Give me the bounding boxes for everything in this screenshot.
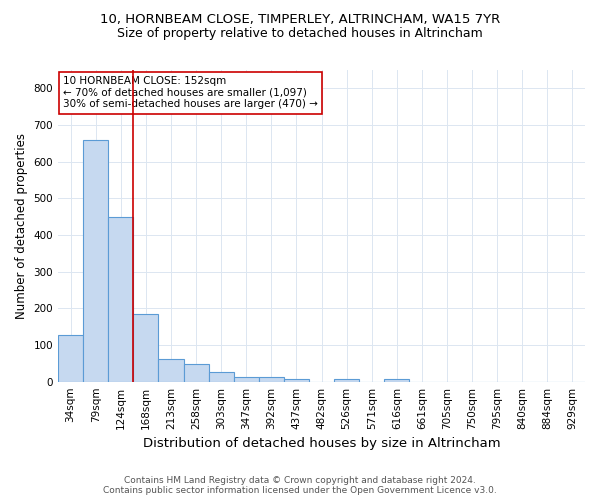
- Y-axis label: Number of detached properties: Number of detached properties: [15, 133, 28, 319]
- Bar: [108, 216, 133, 382]
- Bar: [58, 334, 83, 382]
- Bar: [233, 377, 259, 382]
- Bar: [83, 140, 108, 382]
- Bar: [133, 314, 158, 382]
- X-axis label: Distribution of detached houses by size in Altrincham: Distribution of detached houses by size …: [143, 437, 500, 450]
- Text: Contains HM Land Registry data © Crown copyright and database right 2024.
Contai: Contains HM Land Registry data © Crown c…: [103, 476, 497, 495]
- Bar: [209, 372, 233, 382]
- Bar: [284, 378, 309, 382]
- Bar: [184, 364, 209, 382]
- Bar: [259, 377, 284, 382]
- Bar: [384, 378, 409, 382]
- Bar: [158, 358, 184, 382]
- Text: 10 HORNBEAM CLOSE: 152sqm
← 70% of detached houses are smaller (1,097)
30% of se: 10 HORNBEAM CLOSE: 152sqm ← 70% of detac…: [64, 76, 318, 110]
- Text: Size of property relative to detached houses in Altrincham: Size of property relative to detached ho…: [117, 28, 483, 40]
- Bar: [334, 378, 359, 382]
- Text: 10, HORNBEAM CLOSE, TIMPERLEY, ALTRINCHAM, WA15 7YR: 10, HORNBEAM CLOSE, TIMPERLEY, ALTRINCHA…: [100, 12, 500, 26]
